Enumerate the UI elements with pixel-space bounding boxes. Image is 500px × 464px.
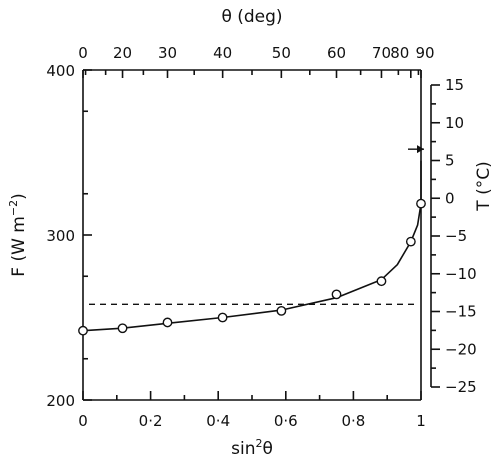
right-tick-label: 15: [445, 76, 464, 94]
right-tick-label: 5: [445, 152, 455, 170]
right-axis-title: T (°C): [474, 161, 494, 211]
x-axis-title-superscript: 2: [255, 437, 262, 450]
top-tick-label: 80: [390, 44, 409, 62]
data-point: [276, 305, 287, 316]
x-tick-label: 0·8: [341, 412, 365, 430]
data-point: [117, 323, 128, 334]
data-point: [162, 317, 173, 328]
data-point: [331, 289, 342, 300]
top-tick-label: 60: [327, 44, 346, 62]
data-point: [217, 312, 228, 323]
right-tick-label: 10: [445, 114, 464, 132]
data-point: [78, 325, 88, 336]
right-tick-label: 0: [445, 189, 455, 207]
data-series: [78, 145, 426, 336]
x-tick-label: 0·4: [206, 412, 230, 430]
right-tick-label: −20: [445, 340, 477, 358]
data-point: [405, 236, 416, 247]
x-tick-label: 1: [416, 412, 426, 430]
top-axis-title: θ (deg): [221, 7, 282, 27]
x-tick-label: 0·2: [139, 412, 163, 430]
right-tick-label: −25: [445, 378, 477, 396]
y-tick-label: 400: [46, 62, 75, 80]
x-tick-label: 0·6: [274, 412, 298, 430]
right-tick-label: −5: [445, 227, 467, 245]
top-tick-label: 70: [372, 44, 391, 62]
data-point: [416, 198, 426, 209]
top-tick-label: 90: [415, 44, 434, 62]
y-axis-title-superscript: −2: [7, 200, 20, 216]
x-axis-title-tail: θ: [262, 439, 272, 459]
right-tick-label: −10: [445, 265, 477, 283]
y-axis-title-base: F (W m: [9, 216, 29, 277]
y-tick-label: 200: [46, 392, 75, 410]
fitted-curve: [82, 160, 422, 332]
plot-frame: [82, 69, 432, 401]
top-tick-label: 0: [78, 44, 88, 62]
top-tick-label: 40: [213, 44, 232, 62]
x-axis-title-base: sin: [231, 439, 255, 459]
temperature-marker-arrowhead: [417, 145, 424, 154]
tick-marks: [82, 69, 440, 401]
axis-titles: θ (deg) sin2θ F (W m−2) T (°C): [7, 7, 494, 459]
y-tick-label: 300: [46, 227, 75, 245]
top-tick-label: 20: [113, 44, 132, 62]
data-point: [376, 276, 387, 287]
x-axis-title: sin2θ: [231, 437, 273, 459]
right-tick-label: −15: [445, 303, 477, 321]
top-tick-label: 50: [272, 44, 291, 62]
y-axis-title-tail: ): [9, 193, 29, 200]
y-axis-title: F (W m−2): [7, 193, 29, 276]
x-tick-label: 0: [78, 412, 88, 430]
top-tick-label: 30: [158, 44, 177, 62]
